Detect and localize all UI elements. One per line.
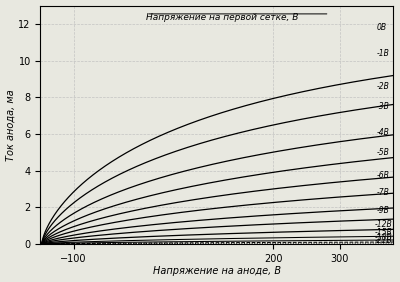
Y-axis label: Ток анода, ма: Ток анода, ма bbox=[6, 89, 16, 161]
Text: -2В: -2В bbox=[376, 82, 389, 91]
Text: -12В: -12В bbox=[374, 220, 392, 229]
Text: -21В: -21В bbox=[374, 236, 392, 245]
X-axis label: Напряжение на аноде, В: Напряжение на аноде, В bbox=[153, 266, 281, 276]
Text: 0В: 0В bbox=[376, 23, 386, 32]
Text: -15В: -15В bbox=[374, 228, 392, 237]
Text: -9В: -9В bbox=[376, 206, 389, 215]
Text: -7В: -7В bbox=[376, 188, 389, 197]
Text: -3В: -3В bbox=[376, 102, 389, 111]
Text: -6В: -6В bbox=[376, 171, 389, 180]
Text: -1В: -1В bbox=[376, 49, 389, 58]
Text: -5В: -5В bbox=[376, 148, 389, 157]
Text: Напряжение на первой сетке, В: Напряжение на первой сетке, В bbox=[146, 13, 298, 22]
Text: -4В: -4В bbox=[376, 127, 389, 136]
Text: -18В: -18В bbox=[374, 233, 392, 242]
